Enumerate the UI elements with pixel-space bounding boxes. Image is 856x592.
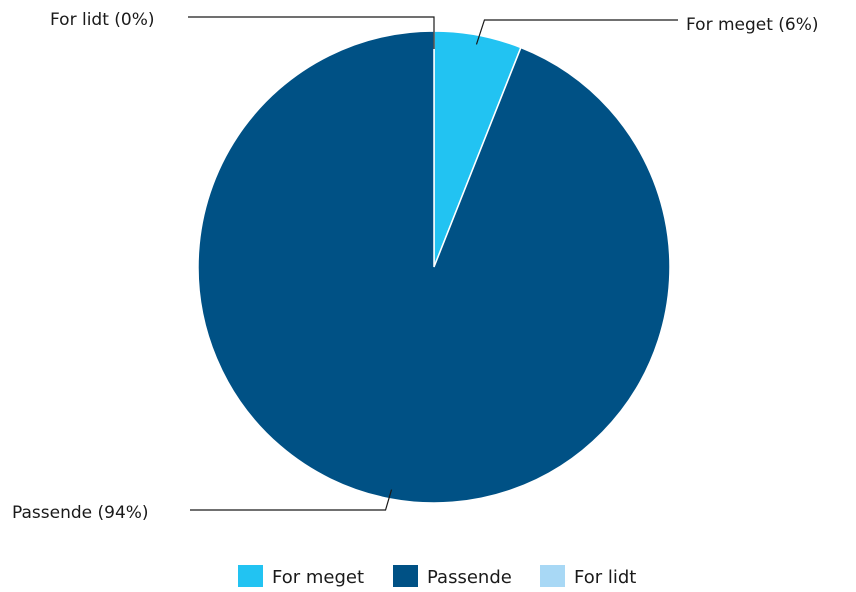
leader-line-passende [190, 489, 393, 511]
legend-label-for-meget: For meget [272, 567, 364, 588]
legend-swatch-passende [393, 565, 418, 587]
legend-swatch-for-meget [238, 565, 263, 587]
leader-line-for-meget [475, 19, 678, 45]
data-label-passende: Passende (94%) [12, 503, 149, 523]
leader-line-for-lidt [188, 16, 435, 49]
legend-label-for-lidt: For lidt [574, 567, 636, 588]
data-label-for-lidt: For lidt (0%) [50, 10, 155, 30]
leader-lines [188, 16, 678, 511]
legend: For meget Passende For lidt [238, 565, 636, 588]
pie-slices [197, 30, 671, 504]
legend-swatch-for-lidt [540, 565, 565, 587]
data-label-for-meget: For meget (6%) [686, 15, 819, 35]
pie-slice-passende [197, 30, 671, 504]
data-labels: For meget (6%) Passende (94%) For lidt (0%… [12, 10, 819, 523]
legend-label-passende: Passende [427, 567, 512, 588]
